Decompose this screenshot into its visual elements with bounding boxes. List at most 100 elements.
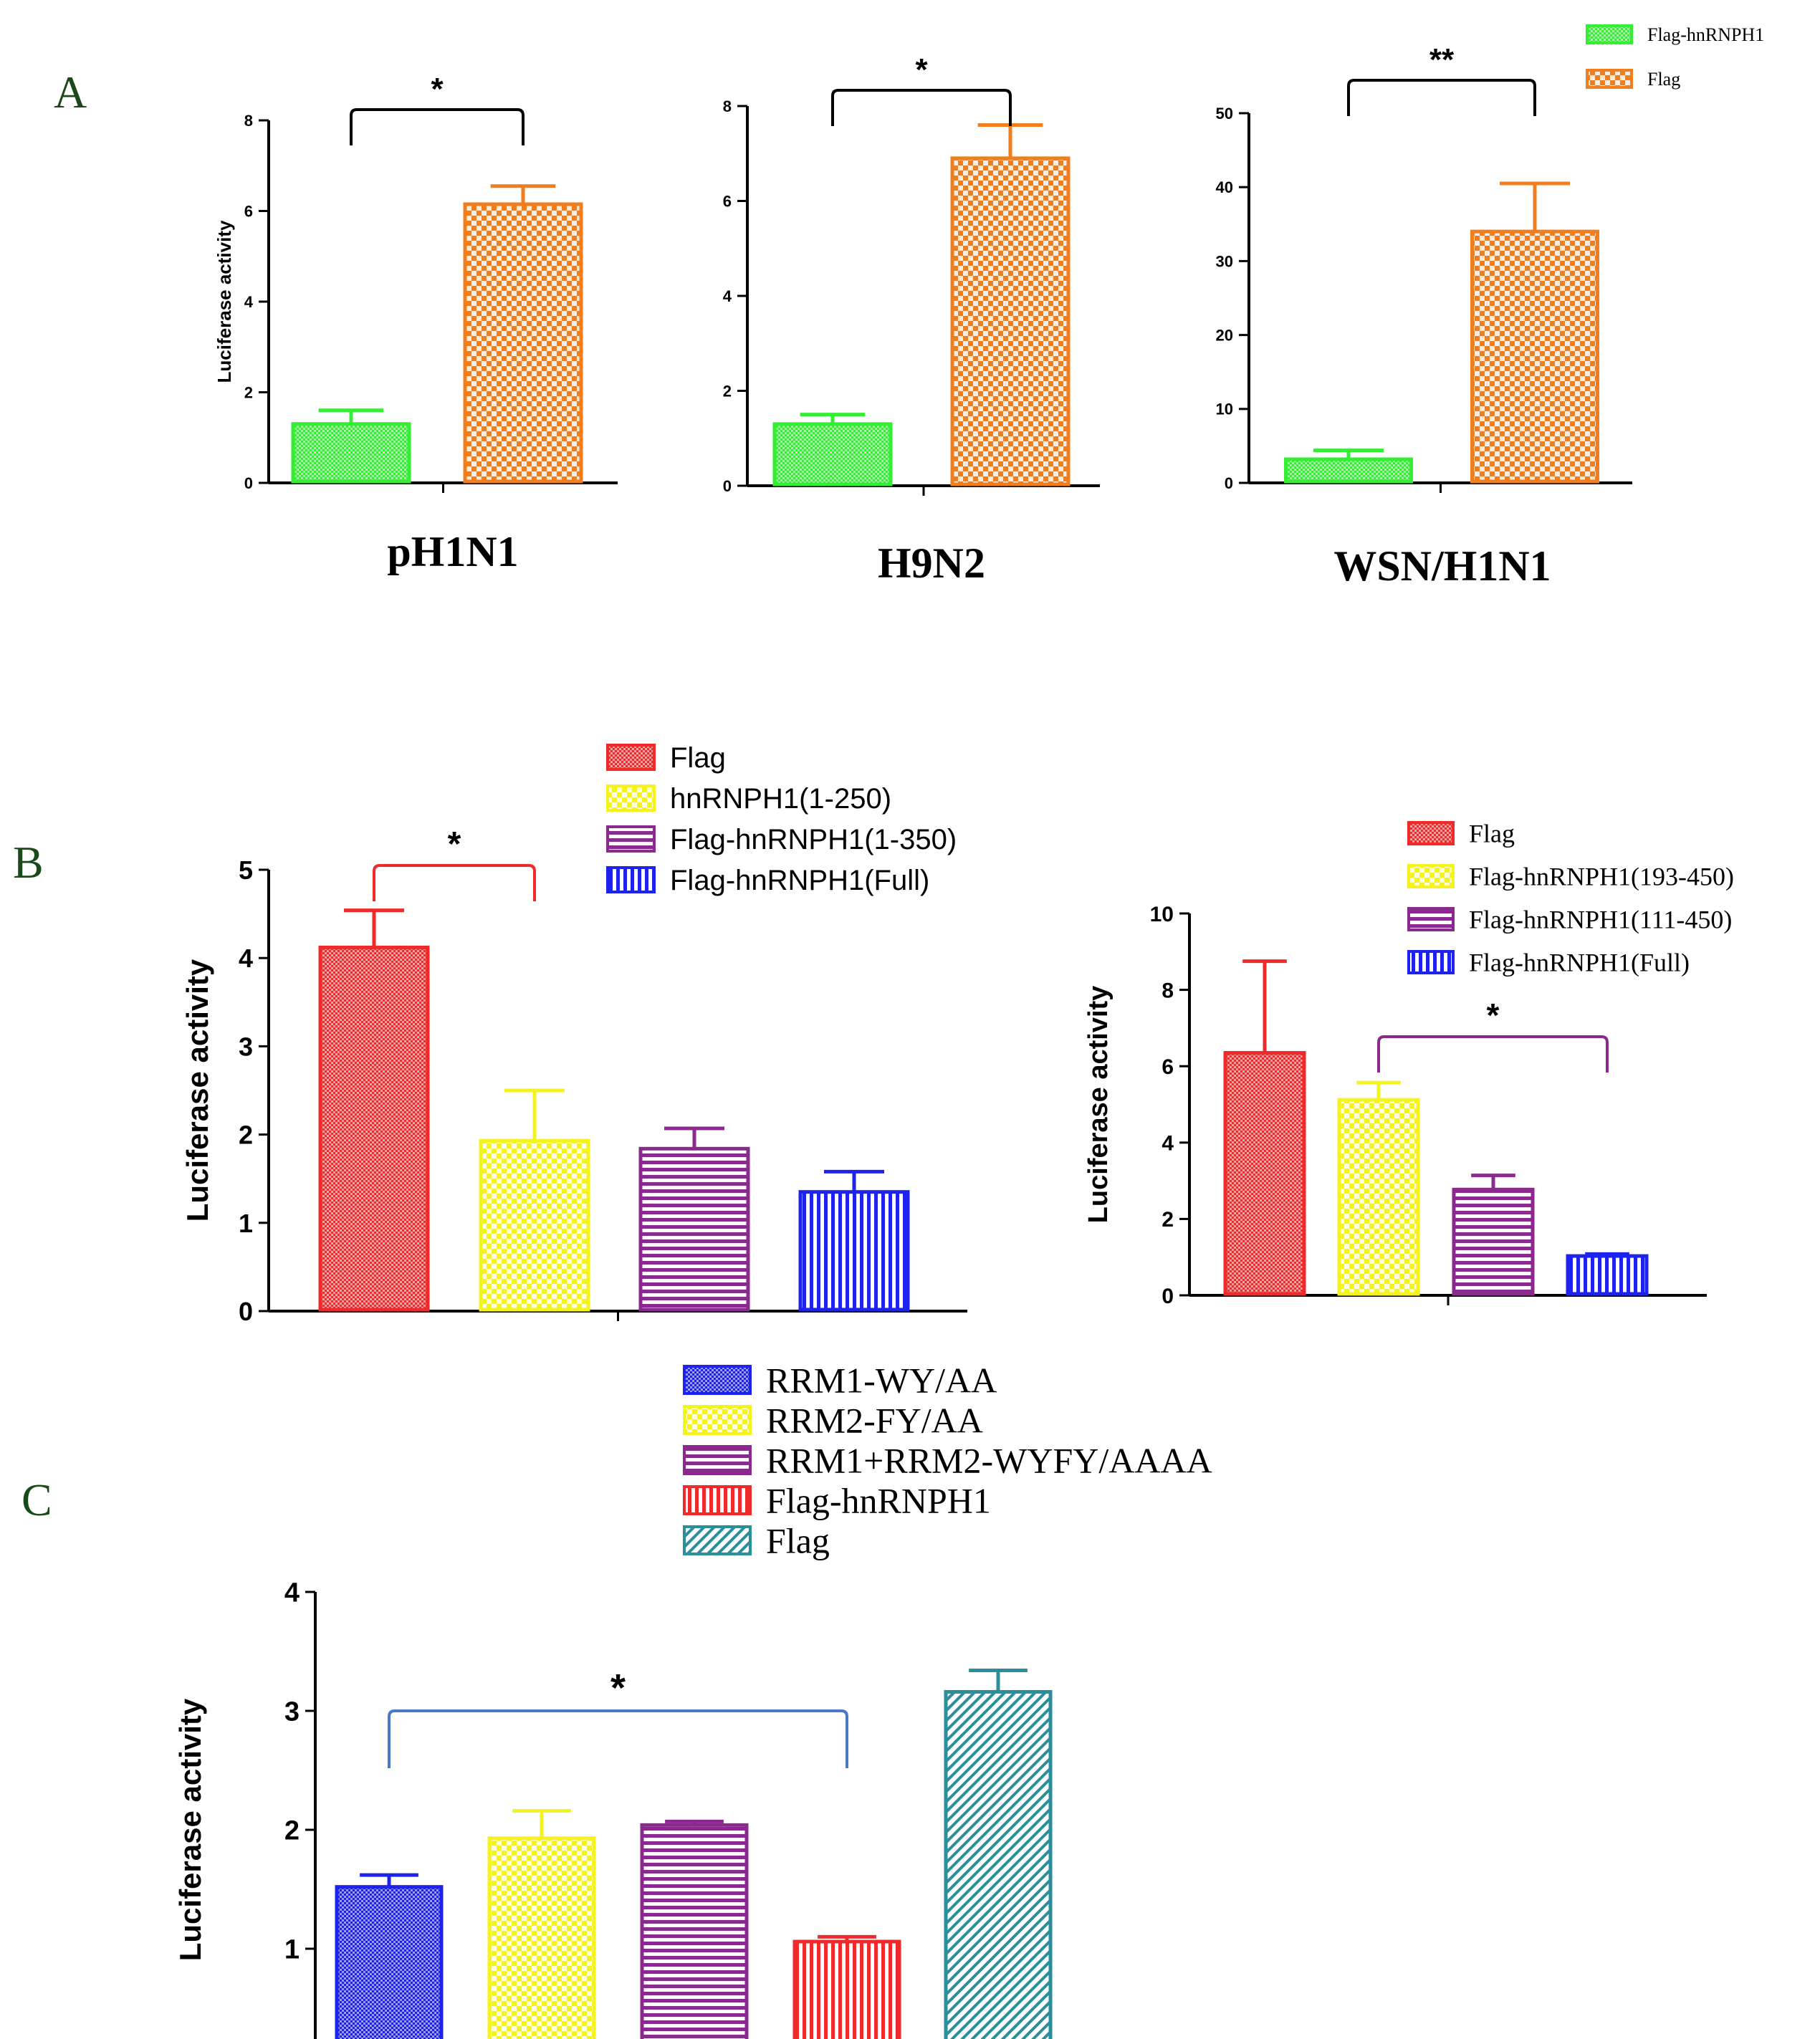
legend-swatch — [1407, 864, 1455, 888]
y-tick-label: 5 — [239, 855, 253, 885]
x-axis-label: pH1N1 — [387, 528, 518, 575]
y-tick-label: 2 — [723, 382, 732, 400]
legend-swatch — [606, 785, 656, 812]
bar-flag — [318, 945, 430, 1312]
legend-label: hnRNPH1(1-250) — [670, 783, 891, 815]
bar-flag — [944, 1689, 1053, 2039]
legend-swatch — [683, 1445, 752, 1475]
legend-swatch — [683, 1525, 752, 1555]
y-axis-label: Luciferase activity — [181, 959, 214, 1222]
significance-bracket — [1377, 1035, 1609, 1073]
y-tick-label: 6 — [723, 192, 732, 210]
y-tick-label: 2 — [239, 1121, 253, 1150]
y-tick-label: 0 — [1225, 474, 1233, 492]
legend: Flag-hnRNPH1 Flag — [1586, 24, 1764, 90]
bar-hnrnph1-1-250- — [479, 1138, 590, 1312]
legend-label: Flag — [766, 1521, 830, 1561]
y-axis-label: Luciferase activity — [214, 220, 235, 383]
bar-flag — [950, 156, 1071, 486]
y-tick-label: 6 — [244, 202, 253, 220]
y-axis-label: Luciferase activity — [1083, 986, 1113, 1224]
chart-b1: 0 1 2 3 4 5 Luciferase activity * Flag hnRNPH1(1-… — [181, 742, 967, 1326]
legend-label: Flag — [670, 742, 726, 774]
y-tick-label: 20 — [1216, 327, 1233, 345]
significance-bracket — [388, 1709, 848, 1768]
y-tick-label: 6 — [1162, 1055, 1174, 1079]
legend-label: Flag — [1469, 820, 1515, 848]
bar-flag-hnrnph1-193-450- — [1337, 1098, 1420, 1296]
legend-label: Flag — [1647, 69, 1680, 90]
y-tick-label: 8 — [1162, 979, 1174, 1002]
y-tick-label: 50 — [1216, 105, 1233, 123]
significance-label: * — [610, 1666, 626, 1709]
chart-a3: 0 10 20 30 40 50 ** WSN/H1N1 Flag-hnRNPH1 Flag — [1216, 24, 1764, 590]
legend: RRM1-WY/AARRM2-FY/AARRM1+RRM2-WYFY/AAAAF… — [683, 1361, 1212, 1561]
significance-bracket — [831, 89, 1012, 126]
y-tick-label: 30 — [1216, 252, 1233, 270]
legend-swatch — [606, 744, 656, 771]
bar-flag — [1470, 229, 1599, 484]
y-tick-label: 0 — [239, 1297, 253, 1326]
legend-swatch — [683, 1485, 752, 1515]
y-tick-label: 4 — [244, 293, 254, 311]
y-tick-label: 4 — [723, 287, 732, 305]
bar-flag — [463, 202, 583, 484]
legend-swatch — [1407, 821, 1455, 845]
significance-bracket — [350, 108, 525, 145]
chart-c1: 01234Luciferase activity*RRM1-WY/AARRM2-… — [173, 1361, 1212, 2039]
y-tick-label: 0 — [244, 474, 253, 492]
y-tick-label: 0 — [1162, 1285, 1174, 1308]
bar-flag-hnrnph1 — [792, 1939, 901, 2039]
bar-flag-hnrnph1-111-450- — [1452, 1187, 1535, 1296]
legend-label: Flag-hnRNPH1(111-450) — [1469, 906, 1732, 934]
y-tick-label: 2 — [244, 383, 253, 401]
significance-label: ** — [1429, 42, 1455, 77]
significance-label: * — [915, 52, 928, 87]
legend-swatch — [683, 1365, 752, 1395]
bar-flag-hnrnph1-full- — [1566, 1254, 1649, 1296]
legend-swatch — [683, 1405, 752, 1435]
chart-a2: 0 2 4 6 8 * H9N2 — [723, 52, 1100, 587]
y-tick-label: 0 — [723, 477, 732, 495]
y-tick-label: 1 — [284, 1935, 300, 1965]
y-tick-label: 3 — [239, 1032, 253, 1061]
panel-label-c: C — [21, 1474, 52, 1525]
y-tick-label: 40 — [1216, 178, 1233, 196]
bar-flag-hnrnph1 — [772, 422, 893, 486]
significance-bracket — [1347, 79, 1536, 116]
y-tick-label: 8 — [244, 112, 253, 130]
legend-label: Flag-hnRNPH1(Full) — [670, 865, 929, 896]
legend-swatch — [1586, 69, 1633, 89]
y-tick-label: 2 — [1162, 1208, 1174, 1232]
bar-flag-hnrnph1-1-350- — [638, 1146, 750, 1312]
bar-rrm2-fy-aa — [487, 1836, 596, 2039]
legend-swatch — [606, 866, 656, 893]
y-tick-label: 2 — [284, 1816, 300, 1846]
x-axis-label: WSN/H1N1 — [1333, 542, 1551, 590]
legend-label: RRM1+RRM2-WYFY/AAAA — [766, 1441, 1212, 1481]
legend-swatch — [606, 825, 656, 853]
legend: Flag hnRNPH1(1-250) Flag-hnRNPH1(1-350) Fla… — [606, 742, 957, 896]
chart-b2: 0 2 4 6 8 10 Luciferase activity * Flag Flag-hnRN… — [1083, 820, 1734, 1308]
legend-label: Flag-hnRNPH1 — [1647, 24, 1764, 45]
legend-swatch — [1407, 907, 1455, 931]
y-tick-label: 10 — [1150, 903, 1174, 926]
y-tick-label: 4 — [1162, 1132, 1174, 1156]
x-axis-label: H9N2 — [878, 539, 985, 587]
bar-flag-hnrnph1 — [1284, 457, 1413, 484]
y-tick-label: 4 — [239, 944, 253, 973]
legend-swatch — [1586, 24, 1633, 44]
legend: Flag Flag-hnRNPH1(193-450) Flag-hnRNPH1(11… — [1407, 820, 1734, 977]
panel-label-b: B — [13, 837, 44, 888]
panel-label-a: A — [54, 67, 87, 117]
chart-a1: 0 2 4 6 8 Luciferase activity * pH1N1 — [214, 72, 618, 575]
y-tick-label: 1 — [239, 1209, 253, 1238]
bar-flag-hnrnph1-full- — [798, 1190, 910, 1312]
legend-swatch — [1407, 950, 1455, 974]
significance-label: * — [1487, 997, 1500, 1034]
y-tick-label: 4 — [284, 1578, 300, 1608]
legend-label: Flag-hnRNPH1(193-450) — [1469, 863, 1734, 891]
legend-label: RRM2-FY/AA — [766, 1401, 983, 1441]
legend-label: Flag-hnRNPH1 — [766, 1481, 991, 1521]
significance-label: * — [431, 72, 444, 107]
